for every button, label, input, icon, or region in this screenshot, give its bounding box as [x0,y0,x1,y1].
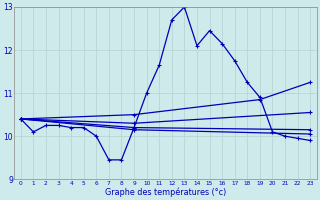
X-axis label: Graphe des températures (°c): Graphe des températures (°c) [105,187,226,197]
